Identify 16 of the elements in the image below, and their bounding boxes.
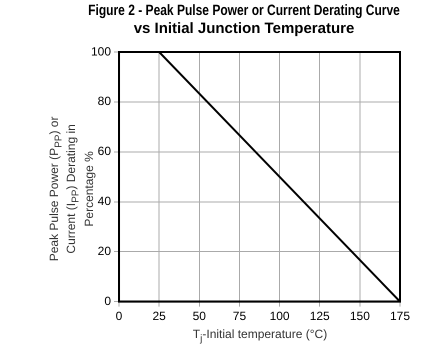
x-tick-label: 100 xyxy=(270,309,290,324)
x-tick-label: 0 xyxy=(116,309,123,324)
x-tick-label: 175 xyxy=(390,309,410,324)
y-tick-label: 40 xyxy=(98,194,112,208)
x-tick-label: 75 xyxy=(232,309,246,324)
x-tick-label: 125 xyxy=(310,309,330,324)
x-tick-label: 25 xyxy=(152,309,166,324)
y-tick-label: 20 xyxy=(98,244,112,258)
x-tick-label: 50 xyxy=(192,309,206,324)
y-tick-label: 60 xyxy=(98,144,112,158)
y-tick-label: 80 xyxy=(98,94,112,108)
chart-title: Figure 2 - Peak Pulse Power or Current Derating Curve vs Initial Junction Temperature xyxy=(88,2,400,38)
y-tick-label: 0 xyxy=(104,294,112,308)
x-axis-title: T$_{j}$-Initial temperature (°C) xyxy=(192,327,328,344)
y-tick-label: 100 xyxy=(90,44,112,58)
x-tick-label: 150 xyxy=(350,309,370,324)
